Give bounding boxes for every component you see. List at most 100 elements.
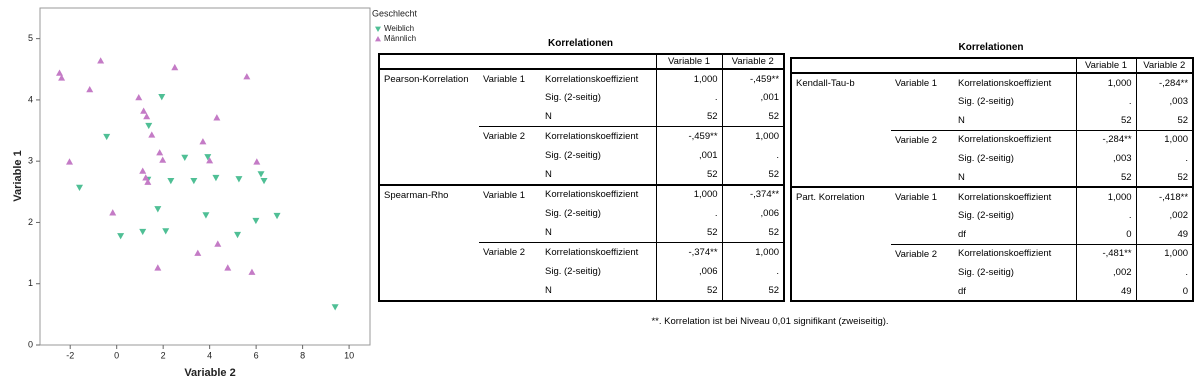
- group-label: Spearman-Rho: [379, 183, 479, 301]
- cell-value: -,418**: [1135, 186, 1194, 206]
- y-tick-label: 5: [28, 33, 33, 43]
- point: [154, 206, 162, 213]
- point: [260, 177, 268, 185]
- cell-value: 52: [1135, 111, 1194, 130]
- data-row: Variable 2 Korrelationskoeffizient -,459**…: [379, 126, 785, 185]
- statistic-label: Sig. (2-seitig): [545, 208, 601, 220]
- cell-value: -,374**: [655, 242, 723, 262]
- data-row: Kendall-Tau-b Variable 1 Korrelationskoeff…: [791, 72, 1194, 187]
- data-row: Variable 2 Korrelationskoeffizient -,374**…: [379, 242, 785, 301]
- column-header: Variable 1: [655, 54, 723, 70]
- cell-value: 1,000: [1075, 186, 1137, 206]
- cell-value: 52: [721, 281, 785, 301]
- point: [243, 73, 251, 80]
- y-tick-label: 3: [28, 156, 33, 166]
- statistic-label: Sig. (2-seitig): [958, 210, 1014, 221]
- x-tick-label: 6: [254, 350, 259, 360]
- point: [253, 158, 261, 165]
- variable-label: Variable 2: [479, 126, 541, 185]
- cell-value: .: [721, 146, 785, 166]
- point: [142, 174, 150, 181]
- cell-value: 49: [1075, 282, 1137, 301]
- point: [252, 217, 260, 225]
- cell-value: 52: [721, 107, 785, 127]
- statistic-label: Sig. (2-seitig): [545, 150, 601, 162]
- header-corner: [379, 54, 656, 69]
- x-tick-label: 4: [207, 350, 212, 360]
- point: [156, 149, 164, 156]
- point: [214, 240, 222, 247]
- data-row: Part. Korrelation Variable 1 Korrelationsk…: [791, 186, 1194, 301]
- variable-label: Variable 2: [891, 129, 954, 187]
- table-title: Korrelationen: [958, 42, 1024, 53]
- point: [139, 228, 147, 236]
- y-tick-label: 2: [28, 217, 33, 227]
- x-tick-label: 0: [114, 350, 119, 360]
- point: [117, 233, 125, 240]
- point: [213, 114, 221, 121]
- point: [273, 212, 281, 220]
- cell-value: 52: [721, 223, 785, 243]
- point: [194, 249, 202, 256]
- cell-value: -,374**: [721, 183, 785, 205]
- data-row: Sig. (2-seitig). ,002: [791, 206, 1194, 225]
- cell-value: 0: [1075, 225, 1137, 244]
- cell-value: 1,000: [721, 126, 785, 147]
- statistic-label: Korrelationskoeffizient: [541, 126, 657, 147]
- y-tick-label: 4: [28, 94, 33, 104]
- cell-value: .: [655, 88, 723, 108]
- data-row: N 52 52: [791, 111, 1194, 130]
- legend-marker: [375, 26, 381, 32]
- point: [234, 231, 242, 239]
- data-row: N 52 52: [791, 168, 1194, 187]
- point: [86, 85, 94, 93]
- cell-value: ,002: [1075, 263, 1137, 282]
- cell-value: 52: [721, 165, 785, 185]
- statistic-label: N: [545, 169, 552, 181]
- statistic-label: Sig. (2-seitig): [545, 92, 601, 104]
- variable-label: Variable 2: [891, 243, 954, 301]
- x-axis-label: Variable 2: [184, 367, 235, 379]
- cell-value: 1,000: [1135, 243, 1194, 263]
- group-label: Part. Korrelation: [791, 186, 891, 301]
- table: Variable 1 Variable 2 Pearson-Korrelation V…: [378, 53, 786, 302]
- cell-value: .: [1135, 149, 1194, 168]
- data-row: Variable 2 Korrelationskoeffizient -,481**…: [791, 243, 1194, 301]
- correlation-table: Variable 1 Variable 2 Pearson-Korrelation V…: [378, 53, 786, 302]
- variable-label: Variable 1: [891, 186, 954, 244]
- statistic-label: df: [958, 285, 966, 297]
- point: [154, 264, 162, 271]
- x-tick-label: -2: [66, 350, 74, 360]
- y-axis-label: Variable 1: [12, 150, 24, 201]
- cell-value: 52: [655, 223, 723, 243]
- statistic-label: Korrelationskoeffizient: [541, 67, 657, 89]
- cell-value: ,006: [721, 204, 785, 224]
- correlation-table: Variable 1 Variable 2 Kendall-Tau-b Variabl…: [790, 57, 1195, 302]
- cell-value: ,006: [655, 261, 723, 282]
- statistic-label: df: [958, 228, 966, 240]
- point: [181, 154, 189, 162]
- point: [257, 171, 265, 178]
- y-tick-label: 1: [28, 278, 33, 288]
- x-tick-label: 2: [161, 350, 166, 360]
- data-row: df 0 49: [791, 225, 1194, 244]
- data-row: N 52 52: [379, 165, 785, 185]
- point: [206, 157, 214, 164]
- chart: Variable 2 Variable 1 Geschlecht 0 1 2 3 4 5 -…: [12, 7, 418, 379]
- point: [144, 178, 152, 185]
- data-row: Sig. (2-seitig). ,006: [379, 204, 785, 224]
- cell-value: .: [1135, 263, 1194, 282]
- cell-value: .: [1075, 92, 1137, 111]
- statistic-label: N: [545, 284, 552, 296]
- point: [190, 177, 198, 185]
- point: [139, 167, 147, 174]
- point: [103, 133, 111, 141]
- point: [171, 63, 179, 71]
- statistic-label: Korrelationskoeffizient: [954, 186, 1077, 206]
- data-row: Sig. (2-seitig) ,006.: [379, 261, 785, 282]
- footnote: **. Korrelation ist bei Niveau 0,01 sign…: [651, 316, 889, 327]
- statistic-label: N: [958, 171, 965, 183]
- point: [56, 69, 64, 76]
- column-header: Variable 2: [721, 54, 785, 70]
- header-corner: [791, 58, 1076, 73]
